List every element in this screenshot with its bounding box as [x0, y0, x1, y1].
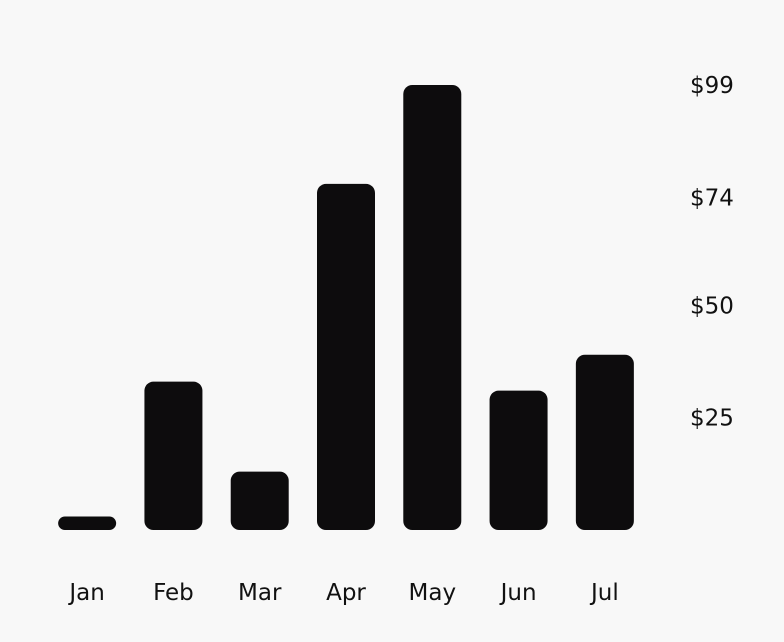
- x-tick-label-jul: Jul: [589, 580, 619, 606]
- y-tick-label-50: $50: [690, 293, 734, 319]
- y-axis-ticks: $25 $50 $74 $99: [690, 73, 734, 432]
- x-tick-label-apr: Apr: [326, 580, 366, 606]
- bar-may: [403, 85, 462, 530]
- y-tick-label-74: $74: [690, 185, 734, 211]
- bar-mar: [230, 471, 289, 530]
- bars-layer: [58, 85, 634, 530]
- bar-jan: [58, 516, 117, 530]
- x-tick-label-jan: Jan: [67, 580, 104, 606]
- bar-feb: [144, 381, 203, 530]
- x-tick-label-mar: Mar: [238, 580, 282, 606]
- x-tick-label-jun: Jun: [499, 580, 537, 606]
- x-tick-label-may: May: [409, 580, 457, 606]
- x-tick-label-feb: Feb: [153, 580, 194, 606]
- bar-jun: [489, 390, 548, 530]
- y-tick-label-25: $25: [690, 406, 734, 432]
- bar-jul: [575, 354, 634, 530]
- bar-apr: [317, 183, 375, 530]
- y-tick-label-99: $99: [690, 73, 734, 99]
- x-axis-ticks: Jan Feb Mar Apr May Jun Jul: [67, 580, 618, 606]
